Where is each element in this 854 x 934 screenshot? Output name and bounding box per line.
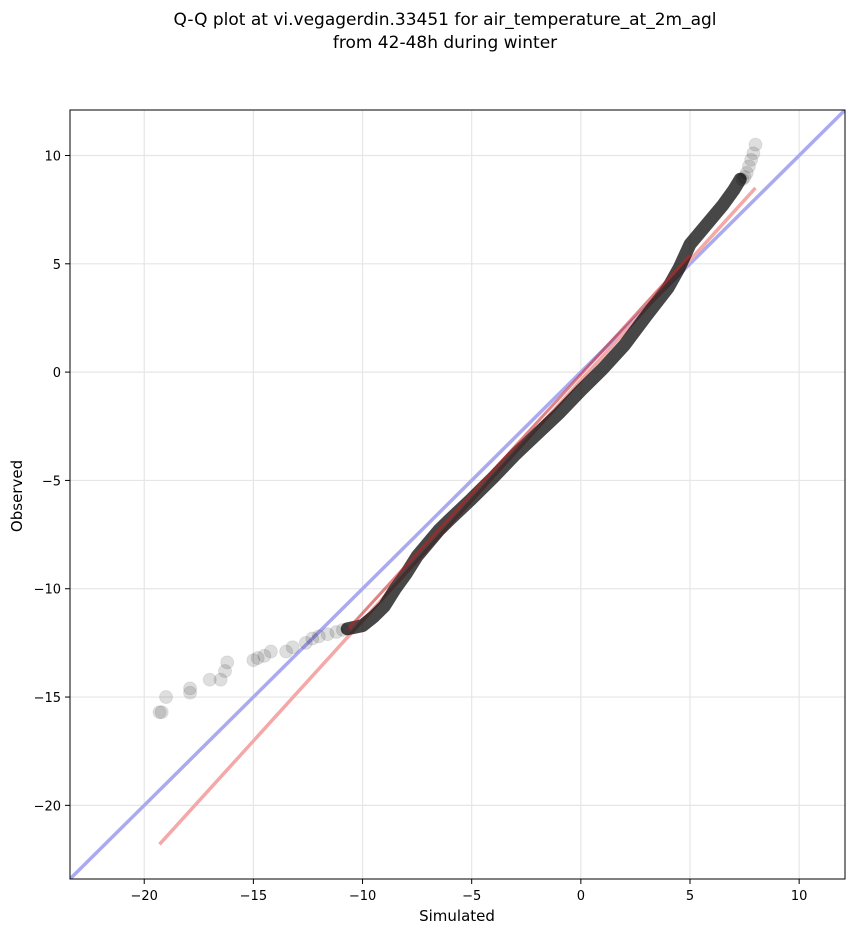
quantile-point-23	[739, 165, 754, 180]
x-tick-label-2: −10	[349, 889, 376, 904]
quantile-point-2	[159, 690, 174, 705]
quantile-point-11	[257, 648, 272, 663]
quantile-point-1	[154, 705, 169, 720]
quantile-point-16	[305, 631, 320, 646]
quantile-point-9	[246, 653, 261, 668]
quantile-point-13	[279, 644, 294, 659]
quantile-point-15	[298, 635, 313, 650]
quantile-point-3	[183, 685, 198, 700]
quantile-points-dense	[340, 172, 747, 636]
x-tick-label-4: 0	[577, 889, 585, 904]
quantile-point-8	[220, 655, 235, 670]
chart-title-line-2: from 42-48h during winter	[333, 33, 557, 53]
quantile-point-24	[741, 159, 756, 174]
quantile-point-12	[263, 644, 278, 659]
y-tick-label-0: −20	[34, 799, 61, 814]
quantile-point-25	[744, 152, 759, 167]
identity-line	[70, 110, 845, 879]
y-axis-label: Observed	[8, 460, 26, 532]
quantile-point-17	[311, 629, 326, 644]
quantile-point-22	[737, 170, 752, 185]
quantile-point-10	[250, 651, 265, 666]
y-tick-label-4: 0	[53, 366, 61, 381]
y-tick-label-1: −15	[34, 691, 61, 706]
plot-frame	[69, 109, 846, 880]
quantile-point-21	[735, 172, 750, 187]
ticks: −20 −15 −10 −5 0 5 10 −20 −15 −10 −5 0 5 10	[34, 149, 808, 904]
x-axis-label: Simulated	[419, 907, 495, 925]
x-tick-label-0: −20	[131, 889, 158, 904]
quantile-point-18	[320, 627, 335, 642]
y-tick-label-3: −5	[42, 474, 61, 489]
y-tick-label-6: 10	[44, 149, 61, 164]
quantile-point-4	[183, 681, 198, 696]
plot-area	[70, 110, 845, 879]
quantile-point-19	[329, 625, 344, 640]
quantile-point-14	[285, 640, 300, 655]
quantile-point-6	[213, 672, 228, 687]
x-tick-label-5: 5	[686, 889, 694, 904]
fit-line-central	[346, 254, 692, 631]
chart-title-line-1: Q-Q plot at vi.vegagerdin.33451 for air_…	[173, 10, 716, 30]
y-tick-label-2: −10	[34, 583, 61, 598]
x-tick-label-1: −15	[240, 889, 267, 904]
quantile-point-7	[218, 664, 232, 679]
quantile-point-26	[746, 146, 761, 161]
x-tick-label-6: 10	[791, 889, 808, 904]
quantile-point-0	[152, 705, 167, 720]
quantile-point-5	[202, 672, 217, 687]
quantile-point-27	[748, 137, 763, 152]
y-tick-label-5: 5	[53, 258, 61, 273]
x-tick-label-3: −5	[462, 889, 481, 904]
quantile-point-20	[335, 622, 350, 637]
